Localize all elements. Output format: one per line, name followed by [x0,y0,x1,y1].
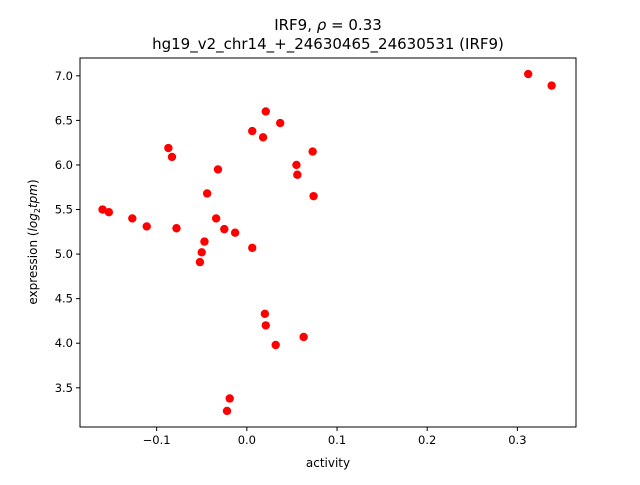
data-point [248,126,257,136]
data-point [213,165,223,174]
data-point [547,81,556,90]
data-point [260,309,270,319]
x-tick-label: 0.1 [328,433,346,447]
data-point [220,224,229,234]
data-point [164,143,173,153]
plot-frame [79,57,577,428]
data-point [104,207,114,217]
chart-title-line2: hg19_v2_chr14_+_24630465_24630531 (IRF9) [152,35,504,54]
x-tick-label: 0.3 [508,433,526,447]
data-point [172,224,181,233]
data-point [276,118,285,128]
x-tick-label: 0.0 [238,433,256,447]
data-point [271,340,280,350]
data-point [195,257,205,267]
y-tick-label: 7.0 [55,69,73,83]
data-point [142,222,151,231]
data-point [261,107,270,116]
data-point [200,237,209,246]
data-point [524,69,533,79]
data-point [167,152,177,162]
data-point [299,332,308,342]
x-tick-label: 0.2 [418,433,436,447]
data-point [261,321,270,330]
data-point [309,191,318,201]
data-point [222,406,232,416]
y-tick-label: 5.5 [55,203,73,217]
y-axis-label: expression (log2tpm) [26,179,42,304]
y-tick-label: 6.0 [55,158,73,172]
data-point [308,147,317,156]
x-axis-label: activity [306,456,350,470]
y-tick-label: 3.5 [55,381,73,395]
data-point [293,170,302,179]
data-point [225,394,234,403]
data-point [197,248,206,257]
y-tick-label: 4.0 [55,336,73,350]
data-point [128,214,137,223]
x-tick-label: −0.1 [143,433,171,447]
data-point [248,243,257,253]
axis-ticks: −0.1 0.0 0.1 0.2 0.3 3.5 4.0 4.5 5.0 5.5 6.0 6.5 7.0 [55,69,527,447]
data-point [230,228,240,237]
y-tick-label: 5.0 [55,247,73,261]
data-point [258,133,268,142]
data-point [202,189,212,198]
chart-title-line1: IRF9, ρ = 0.33 [274,16,382,34]
data-points [98,69,556,416]
y-tick-label: 6.5 [55,113,73,127]
data-point [98,205,107,214]
data-point [292,160,301,170]
data-point [211,214,221,223]
y-tick-label: 4.5 [55,292,73,306]
